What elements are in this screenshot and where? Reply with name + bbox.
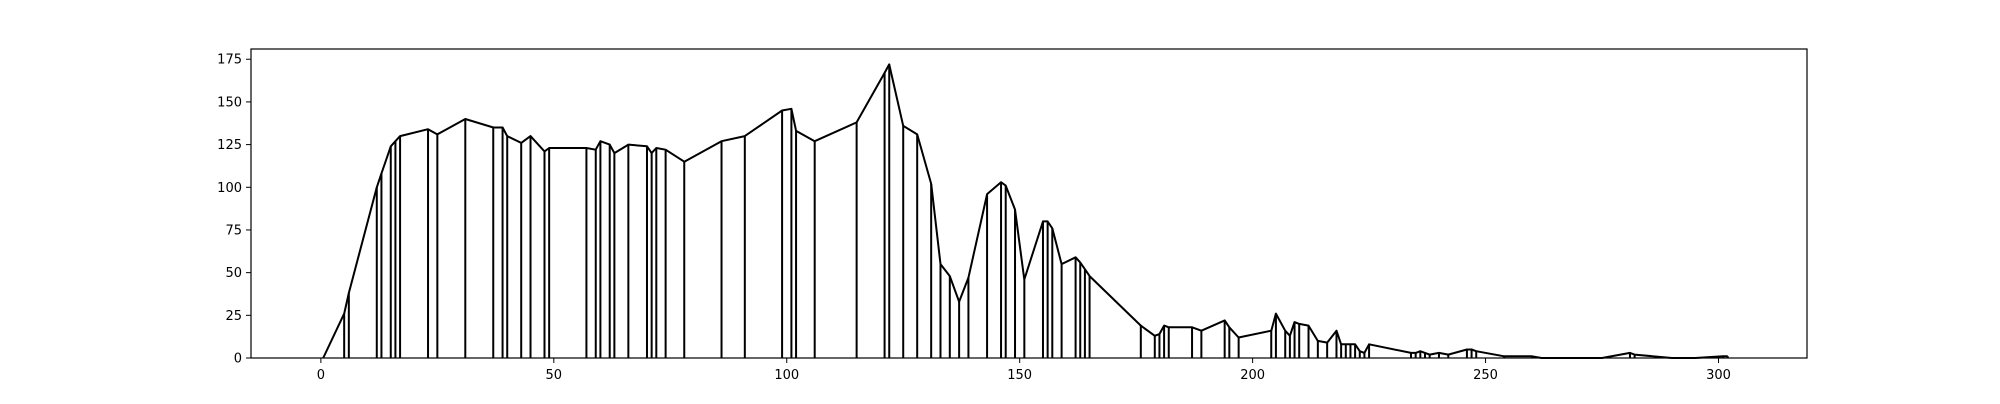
y-axis: 0 25 50 75 100 125 150 175 [217, 53, 251, 367]
y-tick-label: 50 [225, 266, 242, 281]
y-tick-label: 125 [217, 138, 242, 153]
x-tick-label: 100 [774, 368, 799, 383]
y-tick-label: 25 [225, 309, 242, 324]
plot-frame [250, 48, 1808, 359]
x-tick-label: 200 [1240, 368, 1265, 383]
x-axis: 0 50 100 150 200 250 300 [317, 358, 1731, 383]
y-tick-label: 75 [225, 223, 242, 238]
y-tick-label: 0 [234, 352, 242, 367]
drop-lines-group [343, 64, 1729, 358]
x-tick-label: 150 [1007, 368, 1032, 383]
series-line [322, 63, 1728, 359]
x-tick-label: 50 [546, 368, 563, 383]
y-tick-label: 100 [217, 181, 242, 196]
series-group [322, 63, 1728, 359]
x-tick-label: 250 [1473, 368, 1498, 383]
x-tick-label: 0 [317, 368, 325, 383]
y-tick-label: 175 [217, 53, 242, 68]
y-tick-label: 150 [217, 95, 242, 110]
x-tick-label: 300 [1706, 368, 1731, 383]
